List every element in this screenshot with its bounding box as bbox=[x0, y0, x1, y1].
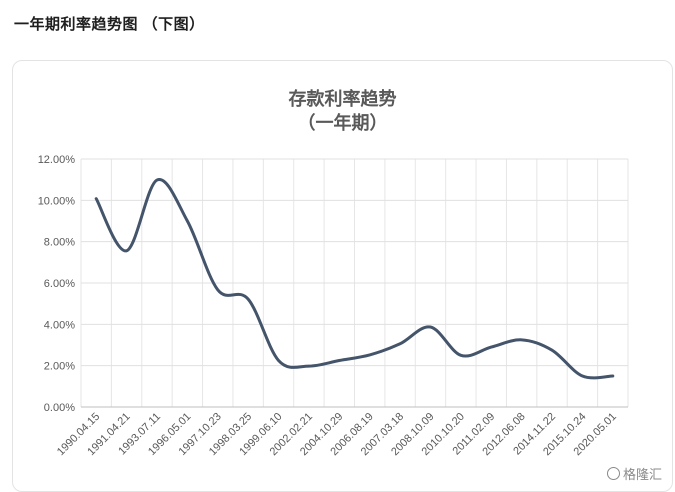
y-tick-label: 10.00% bbox=[38, 195, 76, 207]
watermark: 格隆汇 bbox=[606, 464, 662, 483]
y-tick-label: 6.00% bbox=[44, 278, 75, 290]
line-chart: 0.00%2.00%4.00%6.00%8.00%10.00%12.00%199… bbox=[38, 154, 629, 458]
y-tick-label: 0.00% bbox=[44, 402, 75, 414]
page-heading: 一年期利率趋势图 （下图） bbox=[14, 16, 205, 33]
watermark-text: 格隆汇 bbox=[622, 467, 662, 482]
y-tick-label: 4.00% bbox=[44, 319, 75, 331]
y-tick-label: 2.00% bbox=[44, 361, 75, 373]
chart-subtitle: （一年期） bbox=[297, 113, 388, 133]
series-line bbox=[94, 178, 615, 380]
chart-card: 存款利率趋势 （一年期） 0.00% 2.00% 4.00% 6.00% 8.00% 10… bbox=[12, 60, 673, 492]
gelonghui-logo-icon bbox=[606, 467, 620, 480]
y-tick-label: 8.00% bbox=[44, 237, 75, 249]
y-tick-label: 12.00% bbox=[38, 154, 76, 166]
chart-title: 存款利率趋势 bbox=[288, 89, 397, 109]
